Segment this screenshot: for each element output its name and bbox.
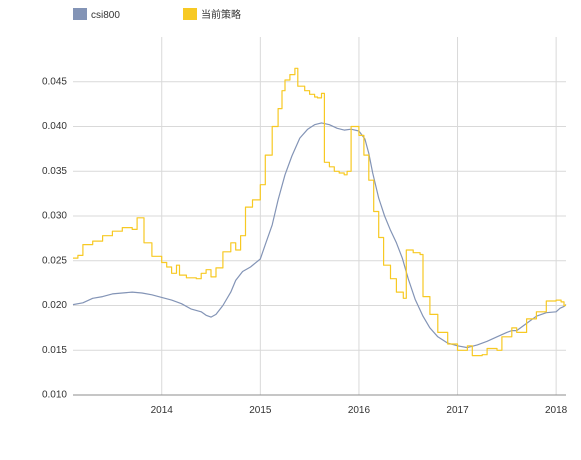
x-tick-label: 2018: [545, 405, 568, 416]
axes: 0.010 0.015 0.020 0.025 0.030 0.035 0.040 0.045…: [42, 76, 568, 416]
y-tick-label: 0.015: [42, 345, 67, 356]
y-tick-label: 0.045: [42, 76, 67, 87]
x-tick-label: 2015: [249, 405, 272, 416]
y-tick-label: 0.020: [42, 300, 67, 311]
x-tick-label: 2014: [151, 405, 174, 416]
y-tick-label: 0.035: [42, 166, 67, 177]
grid: [73, 37, 566, 396]
series: [72, 67, 567, 357]
legend: csi800 当前策略: [73, 8, 241, 21]
series-line-csi800: [72, 122, 567, 349]
series-line-strategy: [73, 67, 566, 357]
legend-label-strategy: 当前策略: [201, 8, 241, 21]
legend-swatch-strategy: [183, 8, 197, 20]
y-tick-label: 0.025: [42, 255, 67, 266]
x-tick-label: 2017: [446, 405, 469, 416]
y-tick-label: 0.010: [42, 390, 67, 401]
y-tick-label: 0.030: [42, 211, 67, 222]
legend-label-csi800: csi800: [91, 10, 120, 21]
x-tick-label: 2016: [348, 405, 371, 416]
y-tick-label: 0.040: [42, 121, 67, 132]
legend-swatch-csi800: [73, 8, 87, 20]
